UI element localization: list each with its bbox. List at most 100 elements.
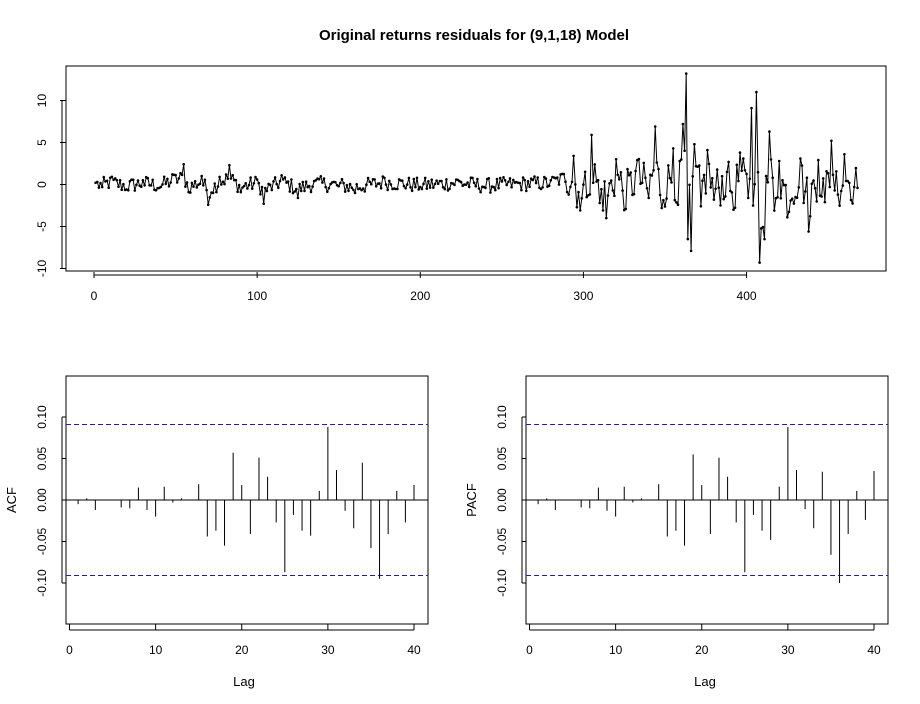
residuals-point — [365, 183, 368, 186]
residuals-point — [495, 177, 499, 181]
residuals-point — [802, 201, 805, 205]
residuals-point — [701, 179, 704, 182]
residuals-point — [707, 162, 711, 166]
residuals-point — [405, 183, 409, 186]
residuals-point — [600, 187, 603, 191]
residuals-point — [823, 200, 827, 204]
residuals-point — [203, 178, 207, 182]
residuals-point — [580, 197, 584, 200]
acf-x-tick-label: 30 — [321, 643, 335, 657]
residuals-point — [370, 182, 373, 186]
residuals-point — [384, 183, 388, 186]
residuals-point — [361, 187, 365, 190]
residuals-point — [466, 181, 469, 184]
residuals-point — [389, 183, 393, 186]
residuals-point — [686, 237, 690, 241]
residuals-point — [249, 176, 252, 179]
residuals-x-tick-label: 100 — [247, 289, 267, 303]
residuals-point — [202, 184, 205, 187]
residuals-point — [290, 178, 293, 181]
residuals-point — [366, 176, 370, 180]
residuals-point — [512, 178, 515, 182]
residuals-point — [135, 183, 138, 187]
residuals-point — [340, 177, 344, 181]
residuals-point — [556, 176, 559, 179]
residuals-point — [288, 190, 292, 193]
residuals-point — [764, 174, 768, 178]
residuals-point — [262, 202, 266, 206]
residuals-plot-frame — [65, 65, 887, 272]
acf-y-tick-label: -0.05 — [35, 528, 49, 556]
residuals-point — [189, 191, 192, 194]
residuals-point — [477, 187, 481, 190]
acf-y-tick-label: 0.00 — [35, 488, 49, 512]
residuals-point — [299, 189, 303, 193]
residuals-point — [660, 206, 663, 210]
residuals-point — [746, 196, 750, 200]
residuals-point — [280, 174, 283, 177]
residuals-point — [430, 178, 434, 181]
residuals-point — [773, 209, 776, 212]
residuals-point — [588, 193, 592, 196]
residuals-point — [117, 185, 120, 188]
residuals-point — [136, 179, 140, 182]
residuals-point — [820, 195, 823, 198]
residuals-point — [355, 183, 359, 186]
residuals-point — [193, 180, 197, 183]
residuals-point — [531, 178, 535, 182]
residuals-point — [213, 182, 216, 185]
residuals-point — [505, 183, 509, 187]
residuals-point — [250, 187, 254, 190]
residuals-point — [309, 190, 313, 194]
residuals-point — [755, 90, 758, 94]
residuals-point — [523, 178, 526, 182]
residuals-point — [268, 183, 272, 187]
residuals-point — [671, 147, 675, 150]
residuals-point — [120, 188, 123, 191]
residuals-point — [673, 198, 677, 202]
residuals-point — [507, 180, 510, 184]
residuals-point — [374, 185, 378, 188]
residuals-point — [852, 185, 856, 189]
residuals-point — [322, 177, 326, 180]
residuals-point — [662, 198, 665, 202]
residuals-point — [317, 177, 321, 181]
residuals-point — [611, 189, 615, 192]
residuals-point — [652, 169, 655, 172]
residuals-point — [471, 176, 474, 180]
residuals-point — [608, 182, 611, 185]
figure-title: Original returns residuals for (9,1,18) … — [319, 27, 629, 44]
residuals-point — [423, 176, 427, 180]
residuals-point — [492, 185, 496, 189]
pacf-y-tick-label: 0.00 — [495, 488, 509, 512]
residuals-point — [97, 186, 101, 189]
residuals-point — [373, 178, 376, 181]
residuals-point — [102, 175, 106, 179]
residuals-point — [110, 175, 114, 179]
residuals-point — [113, 177, 117, 180]
residuals-point — [342, 181, 345, 185]
residuals-point — [769, 158, 773, 161]
residuals-point — [683, 149, 686, 152]
residuals-point — [164, 182, 168, 186]
residuals-point — [577, 190, 580, 194]
residuals-point — [221, 180, 225, 183]
residuals-point — [828, 185, 832, 189]
residuals-point — [100, 185, 104, 189]
residuals-point — [699, 205, 703, 208]
residuals-point — [198, 182, 202, 186]
residuals-point — [443, 187, 447, 191]
residuals-point — [748, 177, 752, 180]
residuals-point — [839, 189, 843, 193]
residuals-point — [719, 204, 722, 207]
residuals-point — [432, 186, 435, 189]
residuals-point — [175, 181, 179, 184]
residuals-point — [436, 182, 440, 185]
residuals-point — [254, 175, 257, 179]
residuals-y-tick-label: 5 — [35, 139, 49, 146]
residuals-point — [295, 187, 298, 191]
residuals-point — [162, 175, 166, 179]
residuals-point — [244, 182, 247, 185]
residuals-point — [836, 193, 840, 196]
